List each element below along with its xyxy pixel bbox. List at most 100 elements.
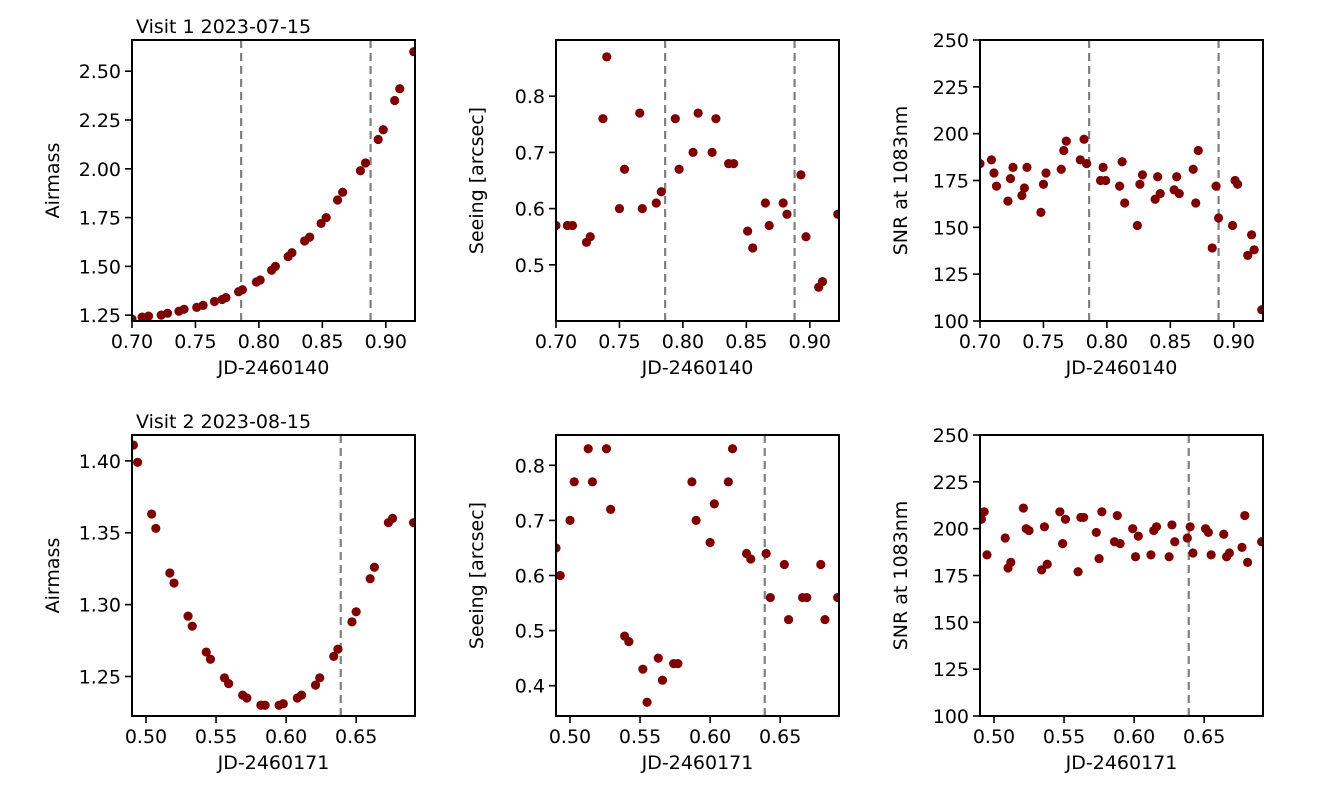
data-point: [778, 198, 788, 208]
data-point: [162, 308, 173, 318]
data-point: [305, 232, 315, 242]
data-point: [387, 513, 398, 523]
x-axis-label: JD-2460140: [1065, 357, 1178, 379]
data-point: [1073, 567, 1083, 577]
data-point: [1246, 230, 1257, 240]
x-tick-label: 0.55: [195, 726, 237, 748]
x-tick-label: 0.85: [1149, 331, 1191, 353]
x-tick-label: 0.85: [301, 331, 343, 353]
data-point: [224, 679, 234, 689]
data-point: [351, 607, 361, 617]
data-point: [670, 114, 680, 124]
data-point: [656, 187, 666, 197]
data-point: [1005, 174, 1016, 184]
data-point: [365, 574, 375, 584]
data-point: [982, 550, 992, 560]
data-point: [1037, 565, 1047, 575]
data-point: [1146, 550, 1156, 560]
x-tick-label: 0.60: [265, 726, 307, 748]
y-tick-label: 2.50: [79, 61, 121, 83]
data-point: [1101, 175, 1111, 186]
y-tick-label: 200: [933, 124, 969, 146]
y-axis-label: Airmass: [42, 538, 64, 614]
data-point: [729, 159, 739, 169]
data-point: [1098, 162, 1108, 172]
data-point: [1130, 552, 1141, 562]
data-point: [1079, 512, 1089, 523]
data-point: [1257, 305, 1263, 315]
data-point: [205, 654, 216, 664]
x-tick-label: 0.75: [598, 331, 640, 353]
data-point: [986, 155, 997, 165]
data-point: [833, 592, 839, 603]
data-point: [360, 158, 371, 168]
data-point: [1038, 179, 1049, 189]
data-point: [1058, 539, 1068, 549]
y-tick-label: 0.7: [515, 142, 545, 164]
data-point: [151, 523, 161, 534]
y-tick-label: 0.7: [515, 510, 545, 532]
data-point: [1132, 220, 1142, 231]
data-point: [1249, 245, 1259, 255]
data-point: [567, 220, 578, 231]
data-point: [705, 537, 715, 548]
y-tick-label: 0.4: [515, 676, 545, 698]
data-point: [1061, 136, 1071, 146]
x-tick-label: 0.80: [238, 331, 280, 353]
y-tick-label: 1.75: [79, 208, 121, 230]
data-point: [347, 617, 357, 627]
subplot-1-0: 0.50 0.55 0.60 0.65 1.25 1.30 1.35 1.40 JD-24601…: [42, 411, 416, 774]
y-axis-label: Seeing [arcsec]: [466, 502, 488, 649]
data-point: [147, 509, 157, 519]
axes-frame: [979, 434, 1264, 717]
y-tick-label: 1.40: [79, 451, 121, 473]
data-point: [1115, 539, 1125, 549]
data-point: [409, 47, 415, 57]
data-point: [601, 444, 612, 454]
data-point: [674, 164, 684, 174]
data-series: [556, 52, 839, 292]
data-point: [761, 548, 771, 559]
data-point: [1060, 514, 1071, 524]
data-point: [169, 578, 179, 588]
data-point: [1206, 550, 1216, 560]
data-point: [583, 444, 593, 454]
data-point: [569, 477, 579, 487]
data-point: [624, 637, 634, 647]
data-series: [980, 134, 1263, 315]
data-point: [1042, 559, 1052, 569]
y-tick-label: 175: [933, 171, 969, 193]
data-point: [1114, 181, 1125, 191]
data-point: [1185, 522, 1195, 532]
data-point: [1224, 548, 1234, 558]
y-tick-label: 150: [933, 217, 969, 239]
data-point: [602, 52, 612, 62]
data-point: [165, 568, 175, 578]
axes-frame: [979, 39, 1264, 322]
x-axis-label: JD-2460171: [641, 752, 754, 774]
data-point: [1188, 164, 1198, 174]
y-tick-label: 175: [933, 566, 969, 588]
data-point: [355, 166, 366, 176]
x-tick-label: 0.90: [789, 331, 831, 353]
data-point: [378, 125, 388, 135]
data-point: [1082, 159, 1092, 169]
data-point: [187, 621, 197, 631]
data-point: [638, 664, 648, 674]
data-point: [183, 611, 193, 621]
data-point: [748, 243, 758, 253]
data-point: [820, 614, 830, 625]
data-point: [373, 134, 383, 145]
x-tick-label: 0.50: [125, 726, 167, 748]
data-point: [1039, 522, 1050, 532]
x-axis-label: JD-2460171: [217, 752, 330, 774]
data-point: [369, 562, 379, 572]
data-point: [321, 212, 331, 223]
data-point: [816, 559, 826, 570]
data-point: [1240, 510, 1250, 521]
y-tick-label: 100: [933, 311, 969, 333]
data-point: [1211, 181, 1221, 191]
y-tick-label: 0.6: [515, 199, 545, 221]
data-point: [1117, 157, 1127, 167]
data-series: [556, 444, 839, 707]
